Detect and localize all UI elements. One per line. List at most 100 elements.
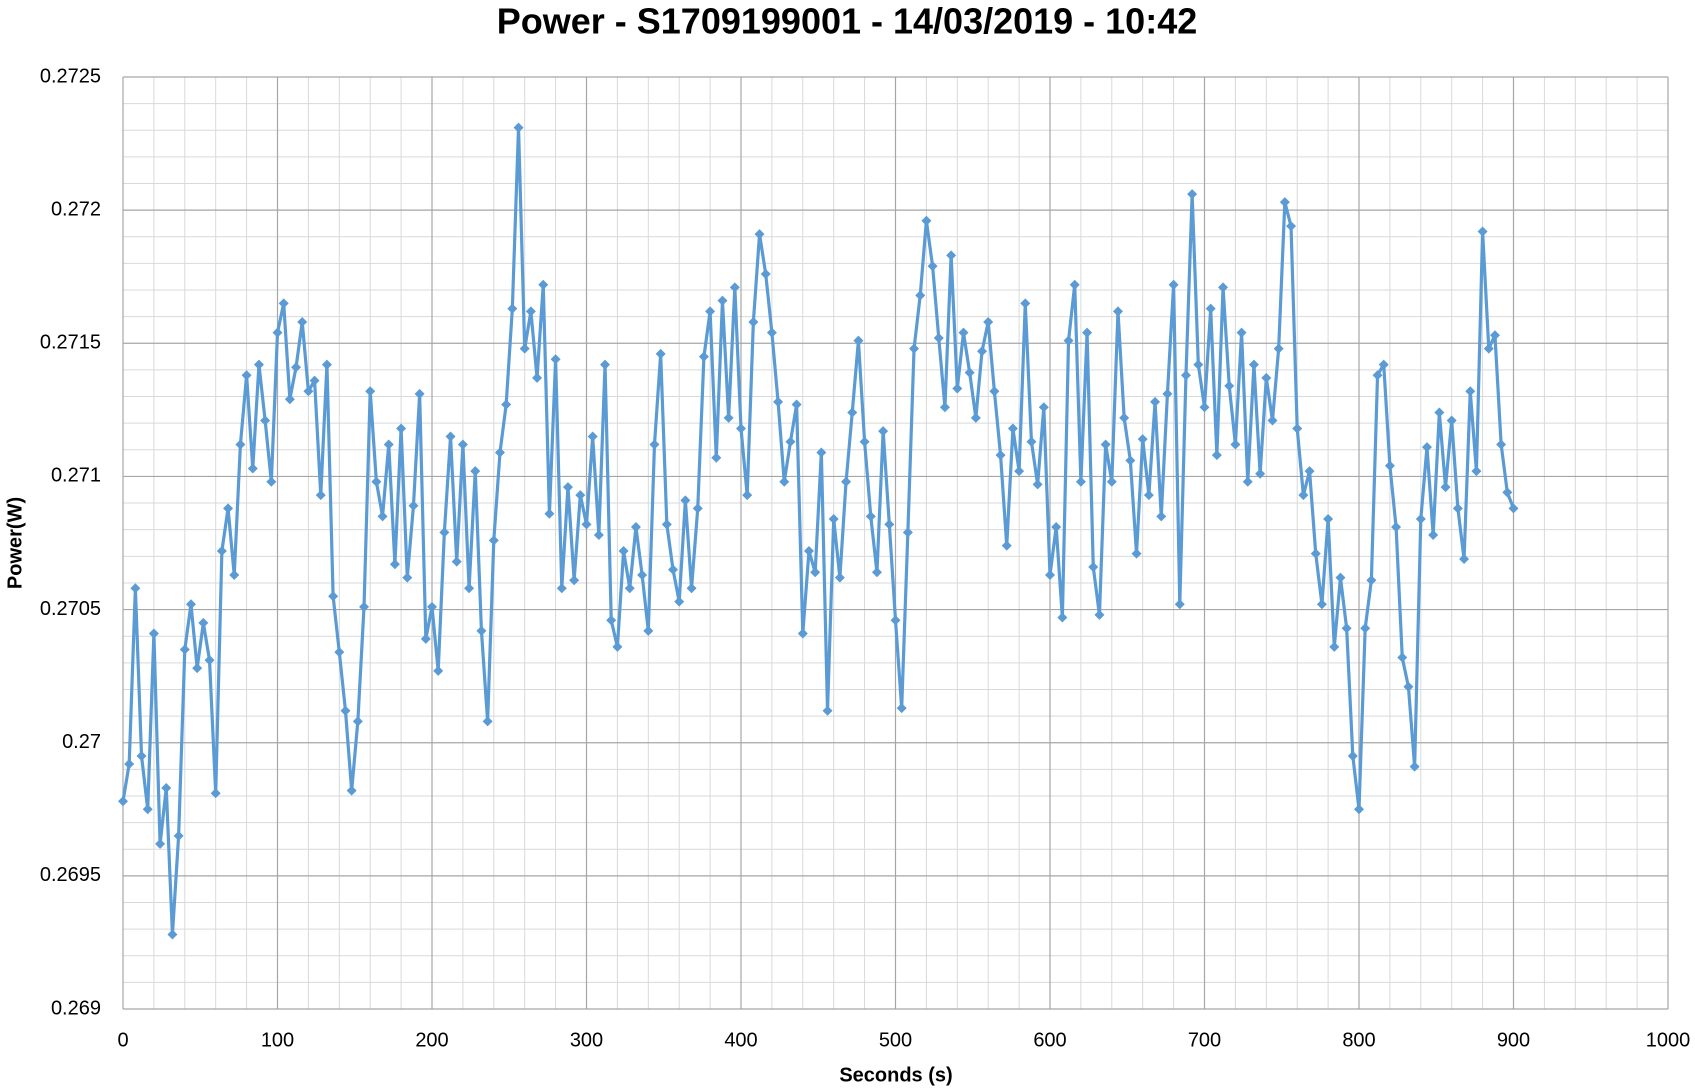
data-point: [785, 436, 796, 447]
data-point: [488, 535, 499, 546]
data-point: [637, 569, 648, 580]
data-point: [414, 388, 425, 399]
data-point: [822, 705, 833, 716]
y-tick-label: 0.2715: [40, 332, 101, 354]
data-point: [1279, 197, 1290, 208]
data-point: [1143, 490, 1154, 501]
data-point: [340, 705, 351, 716]
data-point: [241, 370, 252, 381]
data-point: [1496, 439, 1507, 450]
data-point: [383, 439, 394, 450]
data-point: [161, 782, 172, 793]
data-point: [476, 625, 487, 636]
data-point: [878, 426, 889, 437]
data-point: [303, 386, 314, 397]
data-point: [1007, 423, 1018, 434]
data-point: [717, 295, 728, 306]
data-point: [439, 527, 450, 538]
data-point: [328, 591, 339, 602]
data-point: [649, 439, 660, 450]
data-point: [630, 522, 641, 533]
data-point: [1465, 386, 1476, 397]
data-point: [1304, 466, 1315, 477]
data-point: [352, 716, 363, 727]
data-point: [705, 306, 716, 317]
data-point: [958, 327, 969, 338]
data-point: [1001, 540, 1012, 551]
data-point: [921, 215, 932, 226]
data-point: [859, 436, 870, 447]
data-point: [266, 476, 277, 487]
data-point: [1199, 402, 1210, 413]
data-point: [834, 572, 845, 583]
data-point: [810, 567, 821, 578]
data-point: [1193, 359, 1204, 370]
x-tick-label: 500: [879, 1029, 912, 1051]
data-point: [803, 545, 814, 556]
data-point: [278, 298, 289, 309]
data-point: [1502, 487, 1513, 498]
data-point: [1366, 575, 1377, 586]
data-point: [1471, 466, 1482, 477]
x-tick-label: 900: [1497, 1029, 1530, 1051]
data-point: [501, 399, 512, 410]
data-point: [513, 122, 524, 133]
data-point: [1248, 359, 1259, 370]
data-point: [371, 476, 382, 487]
data-point: [569, 575, 580, 586]
data-point: [816, 447, 827, 458]
data-point: [1335, 572, 1346, 583]
data-point: [896, 703, 907, 714]
data-point: [698, 351, 709, 362]
data-point: [612, 641, 623, 652]
data-point: [643, 625, 654, 636]
data-point: [185, 599, 196, 610]
data-point: [939, 402, 950, 413]
data-point: [1477, 226, 1488, 237]
data-point: [742, 490, 753, 501]
data-point: [1286, 221, 1297, 232]
data-point: [538, 279, 549, 290]
data-point: [1224, 380, 1235, 391]
y-tick-label: 0.2695: [40, 864, 101, 886]
data-point: [210, 788, 221, 799]
data-point: [661, 519, 672, 530]
data-point: [433, 665, 444, 676]
data-point: [155, 838, 166, 849]
data-point: [1045, 569, 1055, 580]
data-point: [1391, 522, 1402, 533]
data-point: [791, 399, 802, 410]
data-point: [1211, 450, 1222, 461]
data-point: [581, 519, 592, 530]
data-point: [927, 261, 938, 272]
data-point: [377, 511, 388, 522]
x-tick-label: 700: [1188, 1029, 1221, 1051]
data-point: [519, 343, 530, 354]
data-point: [989, 386, 1000, 397]
data-point: [1137, 434, 1148, 445]
data-point: [525, 306, 536, 317]
data-point: [427, 601, 437, 612]
data-point: [674, 596, 685, 607]
data-point: [192, 663, 203, 674]
data-point: [1205, 303, 1216, 314]
data-point: [507, 303, 518, 314]
data-point: [1125, 455, 1136, 466]
data-point: [853, 335, 864, 346]
data-point: [1174, 599, 1185, 610]
data-point: [396, 423, 407, 434]
data-point: [470, 466, 481, 477]
data-point: [389, 559, 400, 570]
data-point: [464, 583, 475, 594]
data-point: [130, 583, 141, 594]
data-point: [1397, 652, 1408, 663]
data-point: [865, 511, 876, 522]
data-point: [1323, 514, 1334, 525]
data-point: [606, 615, 617, 626]
data-point: [587, 431, 598, 442]
data-point: [173, 830, 184, 841]
data-point: [1273, 343, 1284, 354]
data-point: [136, 751, 147, 762]
data-point: [402, 572, 413, 583]
data-point: [297, 316, 308, 327]
